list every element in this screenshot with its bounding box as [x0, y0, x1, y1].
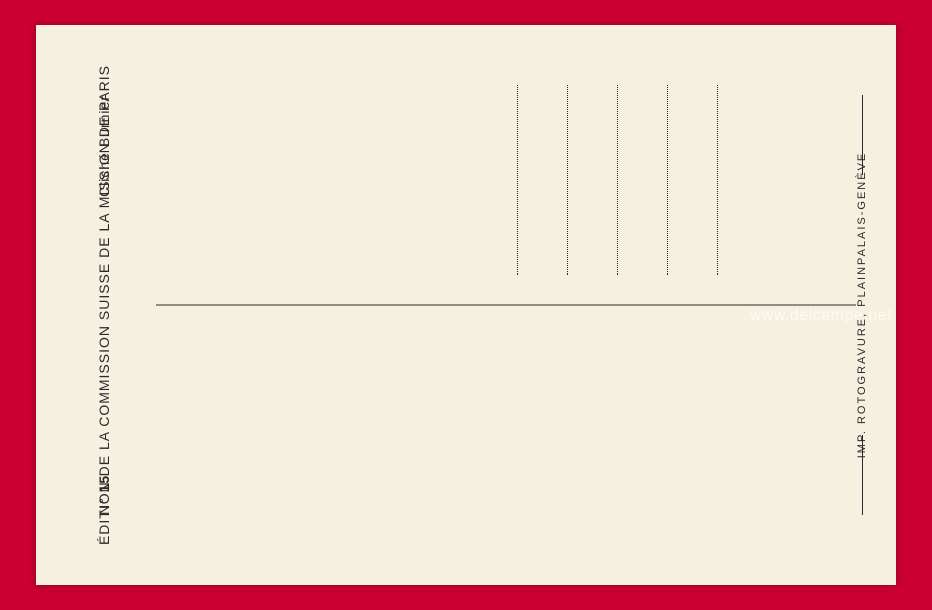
address-line	[716, 85, 718, 275]
address-line	[516, 85, 518, 275]
vertical-divider	[156, 305, 856, 306]
postcard-back: N° 15 Cliché Burnier ÉDITION DE LA COMMI…	[36, 25, 896, 585]
printer-credit: IMP. ROTOGRAVURE, PLAINPALAIS-GENÈVE	[856, 152, 868, 459]
watermark-text: www.delcampe.net	[750, 307, 892, 325]
address-line	[566, 85, 568, 275]
address-area	[516, 85, 766, 275]
publisher-text: ÉDITION DE LA COMMISSION SUISSE DE LA MI…	[96, 25, 112, 585]
address-line	[616, 85, 618, 275]
address-line	[666, 85, 668, 275]
